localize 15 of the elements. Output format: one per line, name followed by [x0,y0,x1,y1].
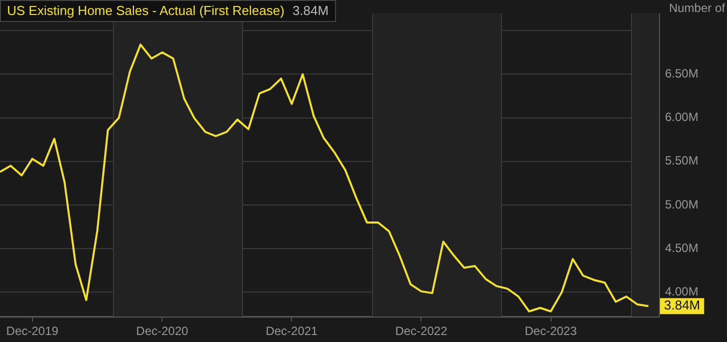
chart-title: US Existing Home Sales - Actual (First Release) [7,3,284,18]
x-tick-label: Dec-2022 [395,324,448,338]
y-tick-label: 4.50M [665,240,698,255]
x-tick-label: Dec-2023 [524,324,578,338]
annotation: 3.84M [664,298,700,313]
x-tick-label: Dec-2020 [136,324,189,338]
y-axis-title: Number of [668,1,725,15]
y-tick-label: 5.50M [665,154,698,168]
y-tick-label: 6.50M [665,66,698,81]
x-tick-label: Dec-2019 [6,324,59,338]
chart-subtitle: 3.84M [292,3,329,18]
y-tick-label: 4.00M [665,284,698,298]
y-tick-label: 6.00M [665,110,698,124]
y-tick-label: 5.00M [665,197,698,212]
x-tick-label: Dec-2021 [266,324,318,338]
